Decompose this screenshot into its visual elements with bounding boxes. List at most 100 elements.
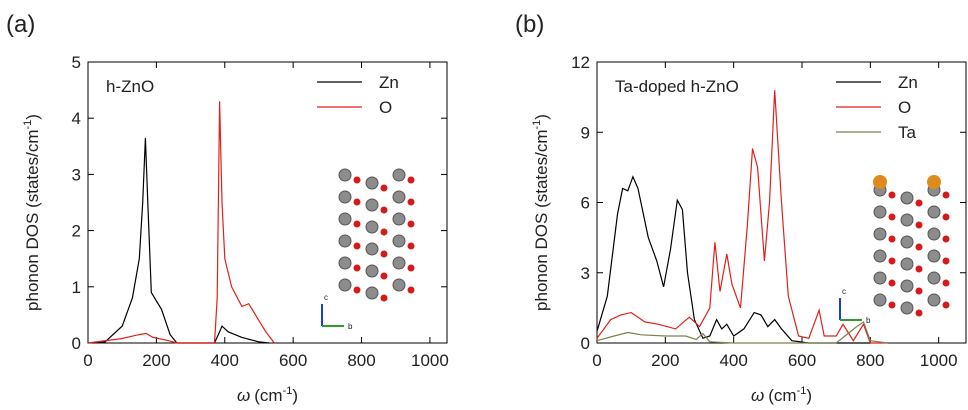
atom (365, 286, 379, 300)
inset-axis-label: b (348, 322, 353, 331)
series-line (87, 101, 275, 344)
atom (380, 272, 388, 280)
crystal-inset (839, 175, 950, 321)
atom (407, 264, 415, 272)
x-label-unit: (cm (768, 386, 796, 405)
legend-label: O (898, 98, 911, 117)
y-tick-label: 0 (72, 334, 81, 353)
y-tick-label: 2 (72, 222, 81, 241)
y-tick-label: 9 (581, 123, 590, 142)
atom (900, 235, 914, 249)
atom (338, 212, 352, 226)
x-axis-label: ω (cm-1) (237, 385, 298, 405)
panel-label: (b) (515, 11, 544, 38)
y-label-close: ) (532, 114, 551, 120)
y-tick-label: 4 (72, 109, 81, 128)
legend-label: Zn (898, 73, 918, 92)
x-tick-label: 800 (856, 351, 884, 370)
atom (888, 191, 896, 199)
atom (338, 278, 352, 292)
plot-frame (87, 61, 448, 344)
atom (380, 294, 388, 302)
x-tick-label: 200 (142, 351, 170, 370)
y-tick-label: 5 (72, 53, 81, 72)
x-tick-label: 1000 (411, 351, 449, 370)
atom (915, 243, 923, 251)
atom (365, 220, 379, 234)
atom (365, 198, 379, 212)
x-tick-label: 600 (788, 351, 816, 370)
series-line (87, 137, 270, 344)
inset-axis-label: b (866, 316, 871, 325)
y-label-close: ) (23, 114, 42, 120)
x-tick-label: 600 (279, 351, 307, 370)
y-label-text: phonon DOS (states/cm (23, 130, 42, 311)
legend-label: Zn (379, 73, 399, 92)
atom (873, 175, 887, 189)
atom (942, 213, 950, 221)
inset-axis-label: c (324, 293, 328, 302)
x-label-symbol: ω (237, 386, 250, 405)
atom (942, 191, 950, 199)
atom (338, 168, 352, 182)
y-axis-label: phonon DOS (states/cm-1) (22, 114, 42, 311)
x-tick-label: 800 (347, 351, 375, 370)
atom (353, 198, 361, 206)
atom (338, 256, 352, 270)
atom (942, 235, 950, 243)
atom (927, 175, 941, 189)
atom (900, 301, 914, 315)
atom (380, 250, 388, 258)
atom (900, 213, 914, 227)
legend-label: O (379, 98, 392, 117)
inset-axis-label: c (842, 287, 846, 296)
atom (407, 286, 415, 294)
atom (927, 227, 941, 241)
x-label-symbol: ω (751, 386, 764, 405)
series-line (596, 175, 871, 344)
x-axis-label: ω (cm-1) (751, 385, 812, 405)
atom (392, 278, 406, 292)
atom (365, 242, 379, 256)
x-label-exp: -1 (283, 385, 293, 397)
panel-label: (a) (6, 11, 35, 38)
atom (915, 265, 923, 273)
atom (888, 235, 896, 243)
atom (407, 220, 415, 228)
atom (392, 190, 406, 204)
atom (873, 227, 887, 241)
atom (915, 221, 923, 229)
y-tick-label: 12 (571, 53, 590, 72)
annotation: h-ZnO (106, 77, 154, 96)
atom (915, 199, 923, 207)
atom (942, 301, 950, 309)
y-tick-label: 6 (581, 194, 590, 213)
atom (407, 176, 415, 184)
atom (392, 256, 406, 270)
y-label-exp: -1 (22, 120, 34, 130)
atom (392, 168, 406, 182)
crystal-inset (321, 168, 415, 327)
atom (888, 213, 896, 221)
atom (407, 198, 415, 206)
atom (365, 264, 379, 278)
atom (353, 242, 361, 250)
atom (365, 176, 379, 190)
x-label-close: ) (292, 386, 298, 405)
x-tick-label: 400 (719, 351, 747, 370)
atom (915, 287, 923, 295)
atom (900, 257, 914, 271)
atom (873, 271, 887, 285)
atom (927, 293, 941, 307)
x-tick-label: 0 (592, 351, 601, 370)
atom (942, 257, 950, 265)
atom (888, 279, 896, 287)
atom (927, 205, 941, 219)
x-tick-label: 1000 (920, 351, 958, 370)
atom (873, 249, 887, 263)
x-tick-label: 200 (651, 351, 679, 370)
atom (380, 206, 388, 214)
x-tick-label: 400 (211, 351, 239, 370)
atom (888, 257, 896, 265)
